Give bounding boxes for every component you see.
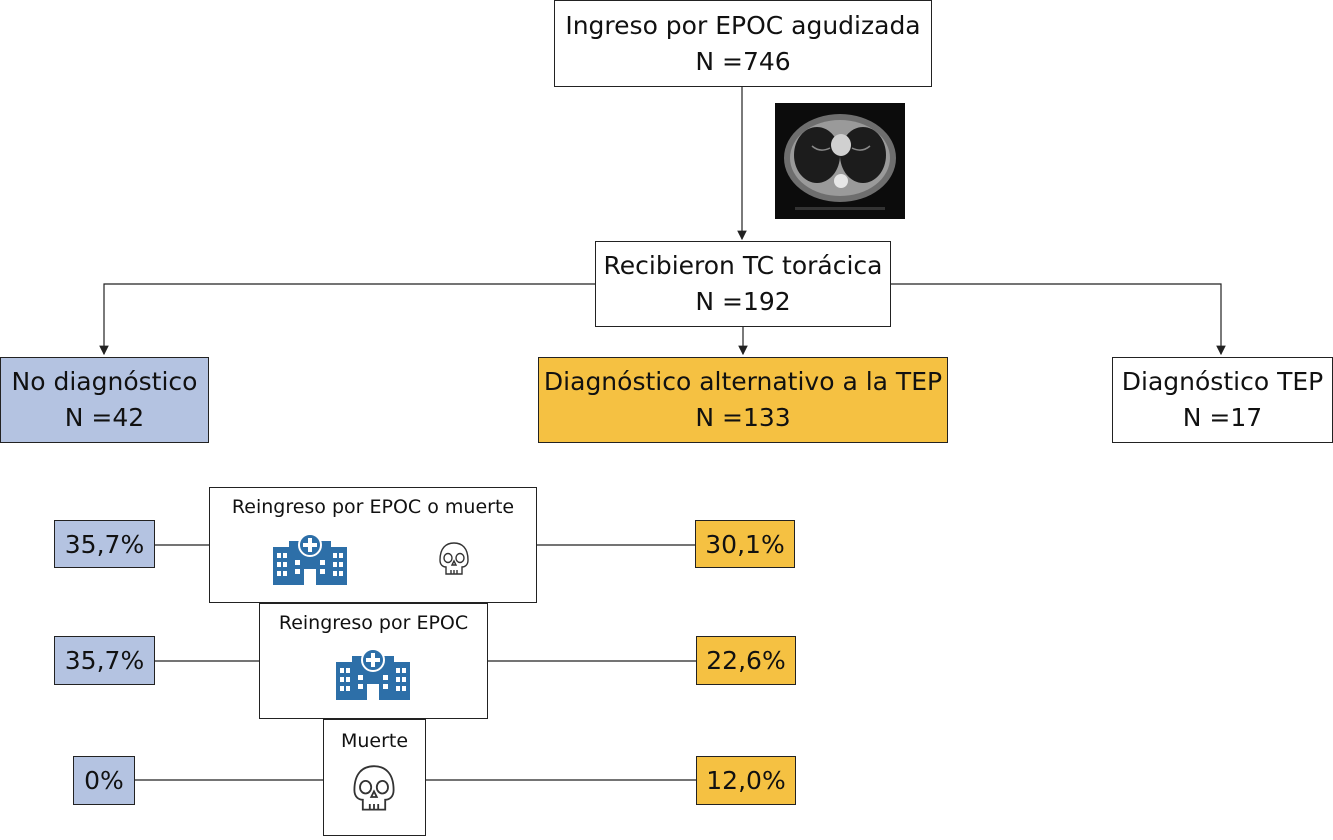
skull-icon (439, 542, 469, 575)
hospital-icon (336, 648, 410, 700)
arrow-ct-to-tep (891, 283, 1226, 356)
outcome3-alternative-percent: 12,0% (696, 756, 796, 805)
outcome-readmission-or-death: Reingreso por EPOC o muerte (209, 487, 537, 603)
no-diagnosis-box: No diagnóstico N =42 (0, 357, 209, 443)
hospital-icon (273, 533, 347, 585)
admission-count: N =746 (695, 46, 791, 76)
outcome2-no-diagnosis-percent: 35,7% (54, 636, 155, 685)
outcome-label: Reingreso por EPOC o muerte (231, 496, 515, 518)
outcome1-alternative-percent: 30,1% (695, 520, 795, 568)
skull-icon (353, 765, 395, 811)
no-diagnosis-count: N =42 (64, 403, 145, 432)
tep-diagnosis-count: N =17 (1182, 403, 1263, 432)
ct-title: Recibieron TC torácica (603, 251, 883, 280)
alternative-diagnosis-box: Diagnóstico alternativo a la TEP N =133 (538, 357, 948, 443)
outcome3-no-diagnosis-percent: 0% (73, 756, 135, 805)
admission-title: Ingreso por EPOC agudizada (565, 10, 921, 40)
admission-box: Ingreso por EPOC agudizada N =746 (554, 0, 932, 87)
no-diagnosis-title: No diagnóstico (11, 367, 198, 396)
ct-box: Recibieron TC torácica N =192 (595, 241, 891, 327)
alternative-diagnosis-count: N =133 (695, 403, 791, 432)
outcome-death: Muerte (323, 719, 426, 836)
ct-scan-image (775, 103, 905, 219)
outcome2-alternative-percent: 22,6% (696, 636, 796, 685)
tep-diagnosis-title: Diagnóstico TEP (1121, 367, 1324, 396)
alternative-diagnosis-title: Diagnóstico alternativo a la TEP (543, 367, 943, 396)
outcome-label: Muerte (340, 730, 409, 752)
outcome-label: Reingreso por EPOC (278, 612, 469, 634)
ct-count: N =192 (695, 287, 791, 316)
tep-diagnosis-box: Diagnóstico TEP N =17 (1112, 357, 1333, 443)
outcome1-no-diagnosis-percent: 35,7% (54, 520, 155, 568)
arrow-ct-to-nodiag (99, 283, 595, 356)
